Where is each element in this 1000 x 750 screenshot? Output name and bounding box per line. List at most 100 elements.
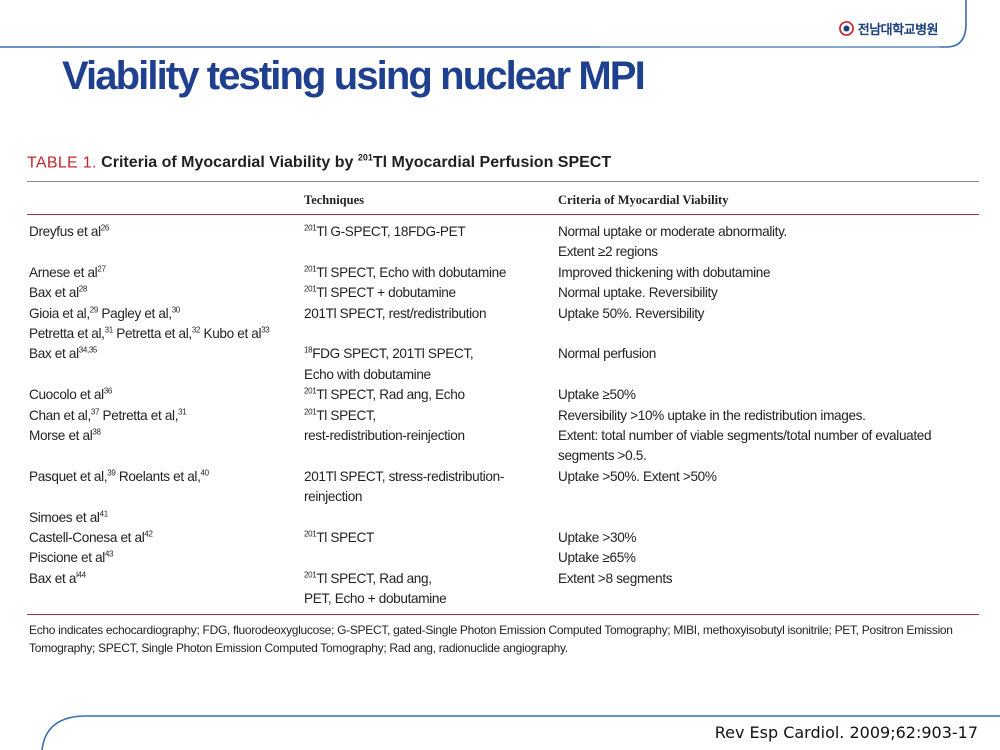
cell-text: Uptake >50%. Extent >50% xyxy=(558,468,717,484)
cell-text: Petretta et al, xyxy=(112,325,192,341)
cell-text: Piscione et al xyxy=(29,550,105,566)
criteria-cell: Uptake 50%. Reversibility xyxy=(558,304,978,324)
cell-line: 201Tl SPECT, Rad ang, xyxy=(304,569,554,589)
study-cell: Morse et al38 xyxy=(29,426,301,446)
cell-text: Petretta et al, xyxy=(99,407,179,423)
technique-cell: 201Tl SPECT, stress-redistribution-reinj… xyxy=(304,467,554,508)
hospital-emblem-icon xyxy=(838,21,854,36)
cell-text: Arnese et al xyxy=(29,264,98,280)
superscript: 201 xyxy=(304,407,317,417)
criteria-cell: Reversibility >10% uptake in the redistr… xyxy=(558,406,978,426)
cell-line: Improved thickening with dobutamine xyxy=(558,263,978,283)
criteria-cell: Uptake ≥50% xyxy=(558,385,978,405)
superscript: 41 xyxy=(99,509,109,519)
superscript: 31 xyxy=(178,407,187,417)
technique-cell: 201Tl SPECT, Echo with dobutamine xyxy=(304,263,554,283)
superscript: 28 xyxy=(78,284,88,294)
table-row: Piscione et al43 Uptake ≥65% xyxy=(0,548,1000,568)
cell-line: Morse et al38 xyxy=(29,426,301,446)
cell-text: Uptake ≥65% xyxy=(558,550,636,566)
column-header-criteria: Criteria of Myocardial Viability xyxy=(558,193,729,207)
cell-text: Chan et al, xyxy=(29,407,91,423)
cell-text: 201Tl SPECT, rest/redistribution xyxy=(304,305,487,321)
criteria-cell: Normal uptake or moderate abnormality. Ex… xyxy=(558,222,978,263)
superscript: 43 xyxy=(104,549,114,559)
table-caption-text: Criteria of Myocardial Viability by 201T… xyxy=(101,153,612,172)
column-header-techniques: Techniques xyxy=(304,193,364,207)
superscript: 201 xyxy=(304,264,317,274)
superscript: 42 xyxy=(144,529,153,539)
criteria-cell: Uptake >50%. Extent >50% xyxy=(558,467,978,487)
superscript: 201 xyxy=(304,529,317,539)
cell-line: PET, Echo + dobutamine xyxy=(304,589,554,609)
cell-line: Uptake >50%. Extent >50% xyxy=(558,467,978,487)
criteria-cell: Uptake ≥65% xyxy=(558,548,978,568)
cell-text: Uptake >30% xyxy=(558,529,637,545)
study-cell: Simoes et al41 xyxy=(29,508,301,528)
cell-text: Uptake 50%. Reversibility xyxy=(558,305,705,321)
cell-line: 201Tl SPECT + dobutamine xyxy=(304,283,554,303)
criteria-cell: Improved thickening with dobutamine xyxy=(558,263,978,283)
cell-line: Normal perfusion xyxy=(558,344,978,364)
superscript: 34,35 xyxy=(78,345,98,355)
superscript: 38 xyxy=(92,427,101,437)
cell-line: Bax et al44 xyxy=(29,569,301,589)
superscript: 201 xyxy=(304,386,317,396)
study-cell: Cuocolo et al36 xyxy=(29,385,301,405)
cell-line: Bax et al28 xyxy=(29,283,301,303)
table-caption: TABLE 1. Criteria of Myocardial Viabilit… xyxy=(27,153,611,172)
cell-line: Normal uptake or moderate abnormality. xyxy=(558,222,978,242)
cell-line: Extent: total number of viable segments/… xyxy=(558,426,978,446)
table-row: Bax et al28 201Tl SPECT + dobutamine Norma… xyxy=(0,283,1000,303)
technique-cell: 201Tl SPECT, Rad ang, Echo xyxy=(304,385,554,405)
cell-line: Normal uptake. Reversibility xyxy=(558,283,978,303)
cell-text: Tl SPECT xyxy=(316,529,374,545)
superscript: 18 xyxy=(304,345,313,355)
study-cell: Bax et al28 xyxy=(29,283,301,303)
table-row: Bax et al44 201Tl SPECT, Rad ang, PET, Ech… xyxy=(0,569,1000,610)
table-row: Pasquet et al,39 Roelants et al,40 201Tl … xyxy=(0,467,1000,508)
cell-text: Normal perfusion xyxy=(558,346,656,362)
cell-line: Uptake ≥65% xyxy=(558,548,978,568)
cell-text: segments >0.5. xyxy=(558,448,647,464)
study-cell: Chan et al,37 Petretta et al,31 xyxy=(29,406,301,426)
cell-line: Gioia et al,29 Pagley et al,30 xyxy=(29,304,301,324)
criteria-cell: Normal perfusion xyxy=(558,344,978,364)
table-header-rule xyxy=(27,214,979,215)
citation: Rev Esp Cardiol. 2009;62:903-17 xyxy=(714,723,978,742)
technique-cell: rest-redistribution-reinjection xyxy=(304,426,554,446)
superscript: 201 xyxy=(304,570,317,580)
cell-line: 201Tl SPECT, stress-redistribution- xyxy=(304,467,554,487)
technique-cell: 201Tl G-SPECT, 18FDG-PET xyxy=(304,222,554,242)
table-row: Arnese et al27 201Tl SPECT, Echo with dob… xyxy=(0,263,1000,283)
cell-text: PET, Echo + dobutamine xyxy=(304,591,447,607)
technique-cell: 201Tl SPECT, rest/redistribution xyxy=(304,304,554,324)
technique-cell: 18FDG SPECT, 201Tl SPECT, Echo with dobut… xyxy=(304,344,554,385)
cell-line: Reversibility >10% uptake in the redistr… xyxy=(558,406,978,426)
study-cell: Bax et al44 xyxy=(29,569,301,589)
table-row: Cuocolo et al36 201Tl SPECT, Rad ang, Ech… xyxy=(0,385,1000,405)
cell-line: Simoes et al41 xyxy=(29,508,301,528)
superscript: 36 xyxy=(103,386,113,396)
table-top-rule xyxy=(27,181,979,182)
cell-text: Extent: total number of viable segments/… xyxy=(558,427,932,443)
slide-title: Viability testing using nuclear MPI xyxy=(62,54,646,98)
cell-line: reinjection xyxy=(304,487,554,507)
cell-text: Dreyfus et al xyxy=(29,224,101,239)
cell-text: Bax et al xyxy=(29,346,79,362)
table-row: Bax et al34,35 18FDG SPECT, 201Tl SPECT, E… xyxy=(0,344,1000,385)
cell-text: Bax et a xyxy=(29,570,77,586)
table-row: Castell-Conesa et al42 201Tl SPECT Uptake … xyxy=(0,528,1000,548)
cell-text: Castell-Conesa et al xyxy=(29,529,145,545)
superscript: 27 xyxy=(97,264,106,274)
table-footnote: Echo indicates echocardiography; FDG, fl… xyxy=(29,623,953,655)
table-row: Gioia et al,29 Pagley et al,30 Petretta e… xyxy=(0,304,1000,345)
cell-line: Petretta et al,31 Petretta et al,32 Kubo… xyxy=(29,324,301,344)
technique-cell: 201Tl SPECT xyxy=(304,528,554,548)
table-row: Dreyfus et al26 201Tl G-SPECT, 18FDG-PET N… xyxy=(0,222,1000,263)
cell-text: Tl SPECT, Rad ang, xyxy=(316,570,432,586)
cell-line: Cuocolo et al36 xyxy=(29,385,301,405)
superscript: 29 xyxy=(89,305,99,315)
table-row: Morse et al38 rest-redistribution-reinjec… xyxy=(0,426,1000,467)
table-bottom-rule xyxy=(27,614,979,615)
